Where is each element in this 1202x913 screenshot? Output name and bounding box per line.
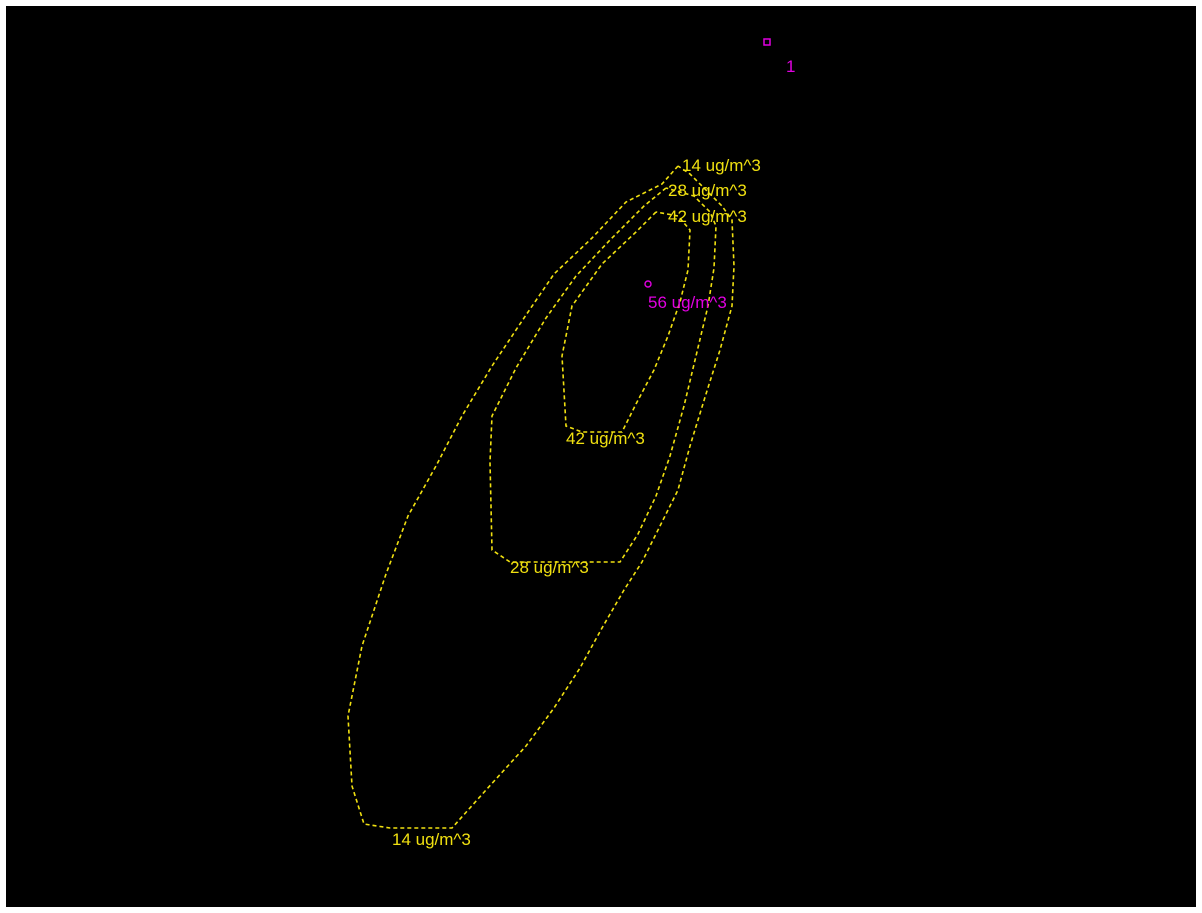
- contour-42-line: [561, 211, 691, 433]
- peak-marker-icon: [644, 280, 652, 288]
- peak-label: 56 ug/m^3: [648, 293, 727, 312]
- plume-contour-plot: 1 14 ug/m^3 28 ug/m^3 42 ug/m^3 56 ug/m^…: [347, 38, 795, 849]
- contour-28-label-top: 28 ug/m^3: [668, 181, 747, 200]
- contour-14-label-bottom: 14 ug/m^3: [392, 830, 471, 849]
- contour-28-line: [489, 187, 717, 563]
- source-label: 1: [786, 57, 795, 76]
- contour-42-label-top: 42 ug/m^3: [668, 207, 747, 226]
- contour-42-label-bottom: 42 ug/m^3: [566, 429, 645, 448]
- plume-plot-area: 1 14 ug/m^3 28 ug/m^3 42 ug/m^3 56 ug/m^…: [6, 6, 1196, 907]
- contour-14-label-top: 14 ug/m^3: [682, 156, 761, 175]
- source-marker-icon: [763, 38, 771, 46]
- contour-14-line: [347, 165, 735, 829]
- contour-28-label-bottom: 28 ug/m^3: [510, 558, 589, 577]
